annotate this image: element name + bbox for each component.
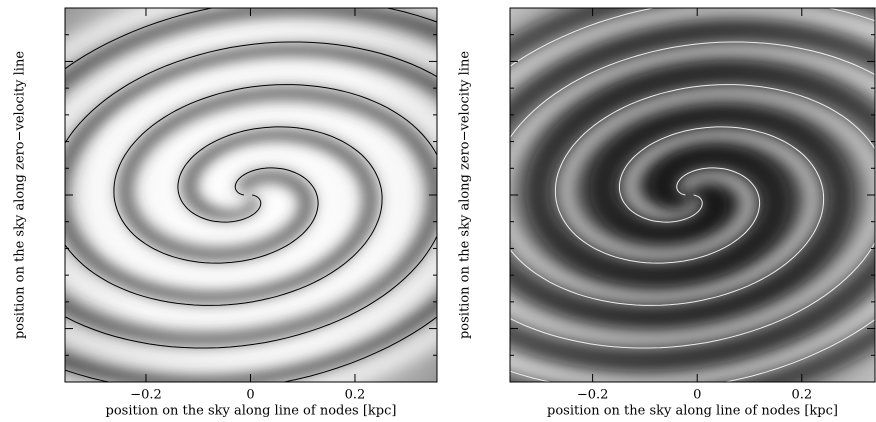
arm-band — [65, 41, 437, 382]
arm-band — [65, 18, 437, 382]
contour — [510, 41, 875, 382]
panel-image — [65, 8, 437, 382]
arm-band — [510, 8, 875, 349]
x-tick-label: 0.2 — [345, 388, 366, 403]
x-tick-label: −0.2 — [130, 388, 162, 403]
arm-band — [510, 8, 875, 372]
x-tick-label: 0 — [246, 388, 254, 403]
arm-band — [65, 8, 437, 349]
y-axis-label: position on the sky along zero−velocity … — [458, 51, 473, 339]
arm-band — [65, 8, 437, 372]
panel-image — [510, 8, 875, 382]
contour — [65, 8, 437, 349]
arm-band — [510, 41, 875, 382]
contour — [510, 8, 875, 349]
x-tick-label: −0.2 — [577, 388, 609, 403]
x-axis-label: position on the sky along line of nodes … — [106, 404, 397, 419]
x-axis-label: position on the sky along line of nodes … — [547, 404, 838, 419]
x-tick-label: 0 — [693, 388, 701, 403]
x-tick-label: 0.2 — [791, 388, 812, 403]
y-axis-label: position on the sky along zero−velocity … — [13, 51, 28, 339]
arm-band — [510, 18, 875, 382]
contour — [65, 41, 437, 382]
